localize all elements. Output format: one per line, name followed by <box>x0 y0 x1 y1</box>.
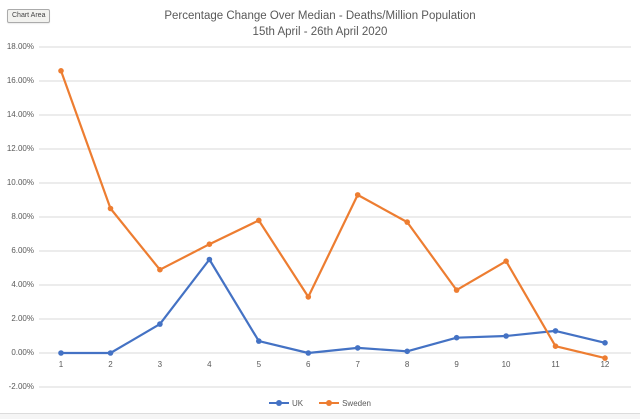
data-point-uk[interactable] <box>404 348 411 355</box>
legend-marker-dot-icon <box>275 400 282 406</box>
x-tick-label: 3 <box>157 360 163 369</box>
x-tick-label: 6 <box>306 360 311 369</box>
data-point-sweden[interactable] <box>404 219 411 225</box>
x-tick-label: 2 <box>108 360 113 369</box>
legend-item-uk[interactable]: UK <box>268 398 304 408</box>
y-tick-label: 0.00% <box>11 348 34 357</box>
data-point-uk[interactable] <box>602 340 608 346</box>
y-tick-label: 6.00% <box>11 246 34 255</box>
y-tick-label: 10.00% <box>6 178 34 187</box>
legend-label: UK <box>291 398 304 408</box>
data-point-sweden[interactable] <box>453 287 460 293</box>
data-point-sweden[interactable] <box>305 294 312 300</box>
y-tick-label: 18.00% <box>6 42 34 51</box>
data-point-uk[interactable] <box>354 345 361 351</box>
chart-area-tooltip-label: Chart Area <box>12 12 46 19</box>
data-point-uk[interactable] <box>453 334 460 341</box>
y-tick-label: 16.00% <box>6 76 34 85</box>
data-point-uk[interactable] <box>255 338 262 344</box>
x-tick-label: 7 <box>355 360 360 369</box>
legend-marker-dot-icon <box>326 400 333 406</box>
x-tick-label: 9 <box>454 360 459 369</box>
legend-label: Sweden <box>342 398 372 408</box>
data-point-sweden[interactable] <box>107 205 114 212</box>
x-tick-label: 12 <box>600 360 610 369</box>
x-tick-label: 1 <box>58 360 64 369</box>
y-tick-label: 14.00% <box>6 110 34 119</box>
y-tick-label: -2.00% <box>8 382 34 391</box>
x-tick-label: 10 <box>501 360 511 369</box>
chart-subtitle: 15th April - 26th April 2020 <box>252 26 388 39</box>
x-tick-label: 4 <box>207 360 212 369</box>
data-point-sweden[interactable] <box>602 355 608 361</box>
x-tick-label: 5 <box>256 360 262 369</box>
data-point-sweden[interactable] <box>354 192 361 198</box>
legend-item-sweden[interactable]: Sweden <box>319 399 371 408</box>
legend-marker-icon <box>319 400 340 406</box>
x-tick-label: 11 <box>551 360 560 369</box>
data-point-uk[interactable] <box>206 256 213 263</box>
legend[interactable]: UK Sweden <box>0 396 640 410</box>
chart-area-tooltip: Chart Area <box>7 9 51 23</box>
bottom-edge <box>0 413 640 419</box>
data-point-sweden[interactable] <box>157 266 163 273</box>
y-tick-label: 8.00% <box>11 212 34 221</box>
data-point-sweden[interactable] <box>58 68 64 74</box>
y-tick-label: 4.00% <box>11 280 34 289</box>
data-point-uk[interactable] <box>58 350 64 356</box>
x-tick-label: 8 <box>404 360 410 369</box>
data-point-uk[interactable] <box>157 321 163 327</box>
y-tick-label: 12.00% <box>6 144 34 153</box>
y-tick-label: 2.00% <box>11 314 34 323</box>
chart-title: Percentage Change Over Median - Deaths/M… <box>164 10 476 22</box>
data-point-sweden[interactable] <box>206 241 213 247</box>
chart-title-block[interactable]: Percentage Change Over Median - Deaths/M… <box>0 8 640 40</box>
data-point-uk[interactable] <box>552 328 559 334</box>
data-point-sweden[interactable] <box>552 343 559 350</box>
data-point-sweden[interactable] <box>503 258 509 265</box>
series-line-sweden[interactable] <box>59 70 606 360</box>
legend-marker-icon <box>268 400 289 406</box>
data-point-sweden[interactable] <box>255 217 262 224</box>
data-point-uk[interactable] <box>503 333 509 339</box>
data-point-uk[interactable] <box>107 350 114 356</box>
series-line-uk[interactable] <box>61 258 606 355</box>
data-point-uk[interactable] <box>305 350 312 356</box>
